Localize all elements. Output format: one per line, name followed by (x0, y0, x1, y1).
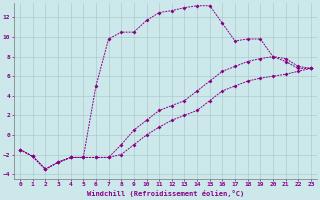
X-axis label: Windchill (Refroidissement éolien,°C): Windchill (Refroidissement éolien,°C) (87, 190, 244, 197)
